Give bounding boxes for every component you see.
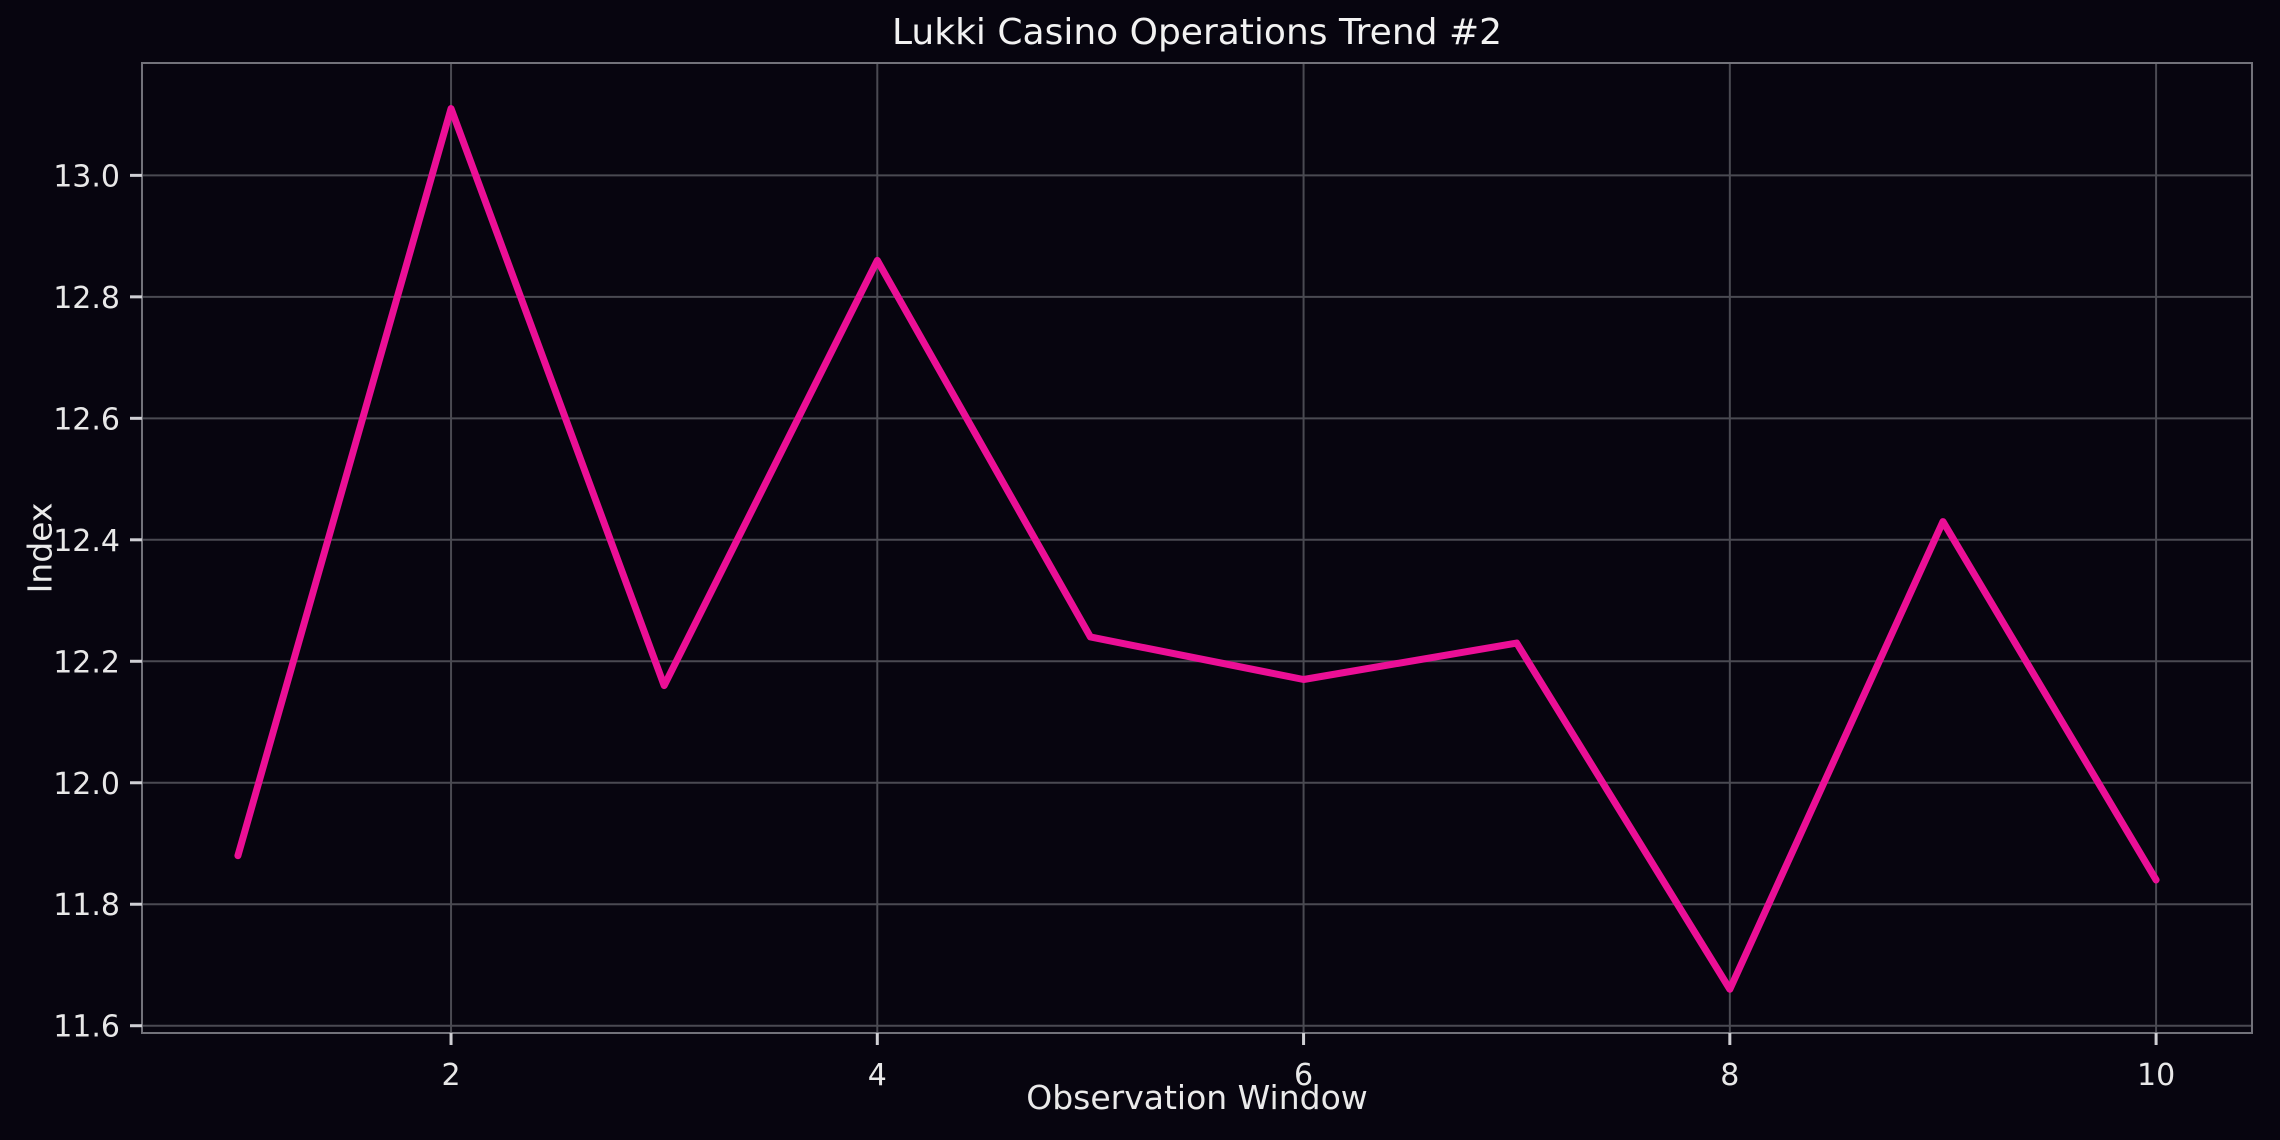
y-tick-label: 12.6 [53, 402, 120, 437]
y-tick-label: 13.0 [53, 159, 120, 194]
x-tick-label: 4 [868, 1058, 887, 1093]
chart-title: Lukki Casino Operations Trend #2 [891, 12, 1503, 53]
y-tick-label: 12.2 [53, 645, 120, 680]
y-tick-label: 11.6 [53, 1010, 120, 1045]
data-line [234, 105, 2160, 993]
y-tick-label: 12.4 [53, 524, 120, 559]
x-tick-label: 8 [1720, 1058, 1739, 1093]
y-tick-label: 11.8 [53, 888, 120, 923]
y-tick-label: 12.0 [53, 767, 120, 802]
x-tick-label: 2 [441, 1058, 460, 1093]
y-tick-label: 12.8 [53, 281, 120, 316]
y-axis-title: Index [20, 502, 60, 594]
x-axis-title: Observation Window [1026, 1078, 1368, 1117]
x-tick-label: 10 [2137, 1058, 2175, 1093]
x-tick-label: 6 [1294, 1058, 1313, 1093]
plot-border [141, 62, 2253, 1034]
